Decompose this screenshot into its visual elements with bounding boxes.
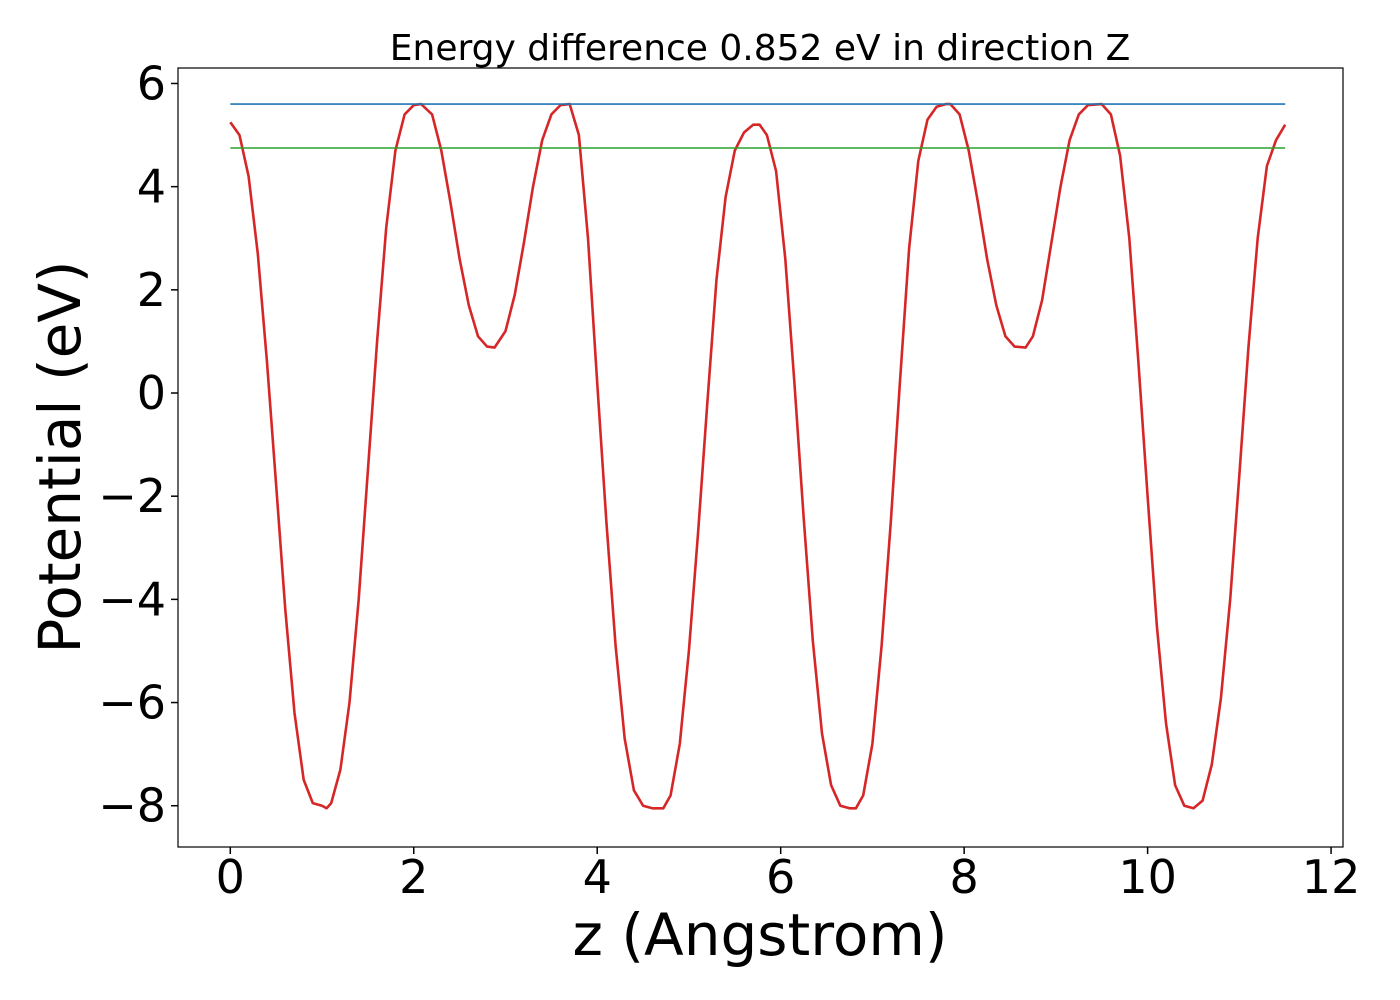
y-tick-label: −6 <box>98 676 166 730</box>
x-tick-label: 12 <box>1302 850 1361 904</box>
y-tick-label: 6 <box>137 56 166 110</box>
y-tick-label: 4 <box>137 160 166 214</box>
x-tick-label: 10 <box>1118 850 1177 904</box>
x-tick-label: 4 <box>583 850 612 904</box>
y-tick-label: 0 <box>137 366 166 420</box>
y-axis-label: Potential (eV) <box>26 260 94 653</box>
y-tick-label: 2 <box>137 263 166 317</box>
x-axis-label: z (Angstrom) <box>573 901 948 969</box>
series-layer <box>229 102 1287 810</box>
y-tick-label: −8 <box>98 779 166 833</box>
series-line-0 <box>229 102 1287 810</box>
axes-frame <box>177 67 1344 848</box>
y-tick-label: −2 <box>98 469 166 523</box>
x-tick-label: 2 <box>399 850 428 904</box>
chart-title: Energy difference 0.852 eV in direction … <box>390 28 1131 69</box>
y-axis: −8 −6 −4 −2 0 2 4 6 <box>98 56 178 833</box>
x-tick-label: 0 <box>216 850 245 904</box>
x-tick-label: 6 <box>766 850 795 904</box>
x-tick-label: 8 <box>950 850 979 904</box>
y-tick-label: −4 <box>98 572 166 626</box>
x-axis: 0 2 4 6 8 10 12 <box>216 847 1361 904</box>
